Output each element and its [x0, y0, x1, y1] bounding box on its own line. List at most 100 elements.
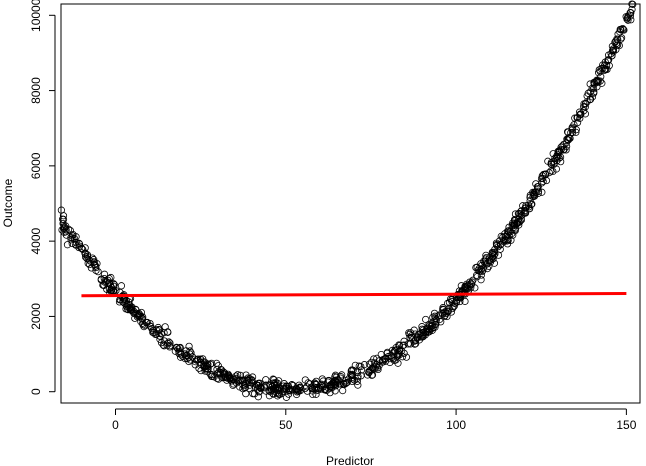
- scatter-point: [614, 41, 622, 49]
- scatter-point: [208, 371, 216, 379]
- scatter-point: [452, 298, 461, 306]
- scatter-point: [620, 26, 628, 34]
- scatter-point: [540, 170, 548, 179]
- scatter-point: [583, 92, 591, 100]
- x-tick-label: 0: [112, 418, 119, 432]
- scatter-point: [212, 359, 221, 367]
- scatter-point: [553, 154, 561, 162]
- scatter-point: [392, 344, 400, 352]
- scatter-point: [431, 312, 439, 320]
- scatter-point: [62, 222, 70, 230]
- scatter-point: [503, 240, 512, 248]
- plot-frame: [60, 3, 641, 404]
- scatter-point: [525, 201, 533, 209]
- scatter-point: [177, 351, 185, 359]
- scatter-point: [58, 226, 66, 234]
- scatter-point: [349, 366, 357, 374]
- scatter-point: [285, 386, 294, 394]
- scatter-point: [146, 319, 154, 328]
- scatter-point: [353, 368, 362, 376]
- scatter-point: [353, 377, 361, 385]
- scatter-point: [131, 305, 140, 313]
- scatter-point: [477, 276, 485, 284]
- scatter-point: [138, 314, 146, 322]
- scatter-point: [402, 353, 411, 361]
- scatter-point: [255, 388, 264, 396]
- scatter-point: [418, 331, 427, 340]
- scatter-point: [532, 180, 540, 188]
- scatter-point: [367, 358, 376, 366]
- scatter-point: [549, 167, 557, 176]
- scatter-point: [293, 388, 301, 396]
- scatter-point: [461, 282, 469, 291]
- scatter-point: [570, 121, 578, 129]
- scatter-point: [410, 326, 418, 334]
- scatter-point: [512, 224, 520, 232]
- scatter-point: [326, 381, 334, 389]
- scatter-point: [441, 308, 449, 316]
- scatter-point: [266, 388, 274, 396]
- regression-fit-line: [81, 291, 627, 298]
- scatter-point: [348, 377, 357, 386]
- scatter-point: [348, 370, 357, 378]
- scatter-point: [199, 362, 208, 370]
- scatter-point: [185, 342, 193, 350]
- scatter-point: [183, 355, 191, 363]
- scatter-point: [480, 257, 488, 265]
- scatter-point: [248, 378, 257, 386]
- scatter-point: [443, 312, 451, 321]
- scatter-point: [560, 140, 568, 148]
- scatter-point: [106, 279, 114, 287]
- scatter-point: [342, 379, 350, 388]
- scatter-point: [581, 110, 589, 118]
- scatter-point: [121, 299, 129, 308]
- scatter-point: [90, 260, 99, 269]
- scatter-point: [379, 357, 387, 365]
- scatter-point: [441, 311, 449, 320]
- scatter-point: [430, 309, 439, 317]
- scatter-point: [357, 362, 365, 371]
- scatter-point: [613, 35, 621, 43]
- scatter-point: [515, 215, 523, 223]
- scatter-point: [411, 340, 419, 348]
- scatter-point: [463, 280, 471, 288]
- scatter-point: [176, 344, 184, 352]
- scatter-point: [165, 338, 173, 346]
- y-tick-label: 4000: [29, 227, 43, 254]
- scatter-point: [117, 282, 126, 290]
- y-tick-label: 6000: [29, 152, 43, 179]
- scatter-point: [286, 387, 294, 395]
- scatter-point: [262, 376, 270, 384]
- y-tick-label: 2000: [29, 303, 43, 330]
- scatter-point: [131, 314, 139, 322]
- scatter-point: [173, 344, 181, 352]
- scatter-point: [295, 381, 303, 389]
- scatter-point: [234, 371, 242, 379]
- scatter-point: [67, 236, 75, 244]
- scatter-point: [375, 357, 383, 365]
- scatter-point: [583, 98, 591, 106]
- scatter-point: [100, 270, 109, 278]
- scatter-point: [270, 376, 278, 384]
- scatter-point: [628, 0, 636, 8]
- scatter-point: [271, 380, 279, 388]
- scatter-point: [547, 158, 556, 167]
- y-axis: 0 2000 4000 6000 8000 10000: [29, 0, 56, 395]
- scatter-point: [63, 241, 72, 249]
- x-tick-label: 150: [616, 418, 636, 432]
- scatter-point: [174, 345, 182, 353]
- scatter-point: [275, 390, 283, 398]
- scatter-point: [75, 242, 84, 250]
- scatter-point: [312, 390, 320, 398]
- scatter-point: [218, 373, 226, 381]
- scatter-point: [534, 187, 543, 195]
- scatter-point: [573, 118, 582, 127]
- scatter-point: [539, 177, 547, 186]
- scatter-point: [448, 304, 456, 313]
- scatter-point: [295, 384, 303, 392]
- x-axis-title: Predictor: [326, 454, 374, 466]
- scatter-point: [396, 346, 404, 354]
- scatter-point: [159, 341, 167, 349]
- scatter-point: [90, 258, 98, 266]
- scatter-point: [303, 383, 311, 391]
